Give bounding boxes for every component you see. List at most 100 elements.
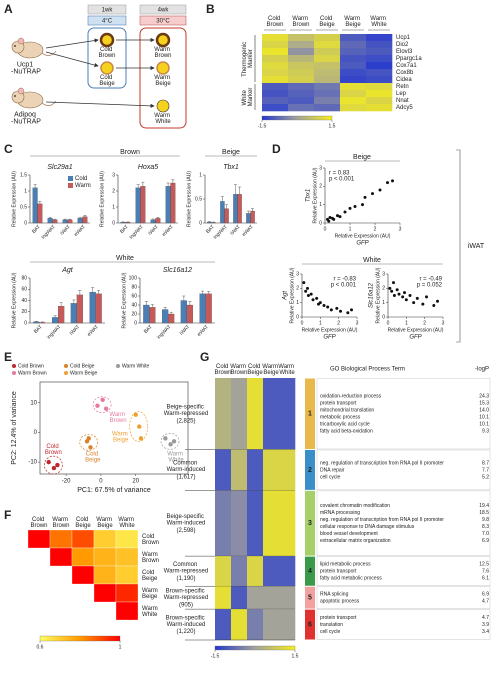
y-tick-label: 0.5 xyxy=(195,196,202,202)
bar xyxy=(82,216,88,224)
bar xyxy=(33,321,40,324)
heatmap-cell xyxy=(263,586,280,610)
heatmap-cell xyxy=(314,48,341,56)
bar xyxy=(162,309,169,324)
heatmap-cell xyxy=(27,529,51,549)
heatmap-cell xyxy=(247,556,264,587)
y-tick-label: 2 xyxy=(296,286,299,292)
cluster-color xyxy=(305,449,315,490)
cluster-count: (2,598) xyxy=(176,528,195,534)
y-axis-label: Relative Expression (AU) xyxy=(375,267,381,323)
point xyxy=(338,215,342,219)
text-line: Cold xyxy=(86,451,100,457)
heatmap-cell xyxy=(262,41,289,49)
text-line: Warm xyxy=(344,16,361,22)
mouse-eye xyxy=(14,95,16,97)
mouse-tail xyxy=(41,100,57,106)
point xyxy=(55,462,60,468)
statistic: p < 0.001 xyxy=(331,283,357,289)
go-term: oxidation-reduction process xyxy=(320,394,382,400)
text-line: Brown xyxy=(45,450,62,456)
table-header: GO Biological Process Term xyxy=(330,367,405,373)
heatmap-cell xyxy=(279,490,296,557)
legend-label: Warm Beige xyxy=(70,370,98,376)
x-axis-gene: GFP xyxy=(409,335,421,341)
heatmap-cell xyxy=(314,34,341,42)
gene-label: Elovl3 xyxy=(396,49,413,55)
bar xyxy=(143,304,150,324)
section-title: White xyxy=(116,255,134,262)
legend-swatch xyxy=(68,183,73,188)
logp-value: 18.5 xyxy=(479,510,489,516)
go-term: cell cycle xyxy=(320,629,341,635)
statistic: p = 0.052 xyxy=(417,283,443,289)
text-line: Cold xyxy=(142,534,156,540)
x-tick-label: iWAT xyxy=(229,224,241,236)
bar xyxy=(58,306,65,324)
heatmap-cell xyxy=(215,556,232,587)
heatmap-cell xyxy=(263,556,280,587)
y-tick-label: 20 xyxy=(131,311,137,317)
text-line: Warm xyxy=(118,517,135,523)
cluster-outline xyxy=(79,433,99,451)
logp-value: 7.0 xyxy=(482,531,489,537)
text-line: Warm-repressed xyxy=(164,568,208,574)
point xyxy=(322,304,326,308)
cluster-label: Common Warm-repressed xyxy=(164,562,208,575)
x-tick-label: ingWAT xyxy=(40,224,56,240)
cluster-color xyxy=(305,556,315,586)
heatmap-cell xyxy=(340,76,367,84)
heatmap-cell xyxy=(263,609,280,640)
x-tick-label: BAT xyxy=(119,224,130,235)
heatmap-cell xyxy=(262,48,289,56)
gene-label: Cox8b xyxy=(396,70,414,76)
heatmap-cell xyxy=(49,547,73,567)
y-tick-label: 0 xyxy=(112,220,115,226)
cluster-count: (1,220) xyxy=(176,629,195,635)
cluster-label: Cold Beige xyxy=(85,451,101,463)
heatmap-cell xyxy=(279,556,296,587)
heatmap-cell xyxy=(366,83,393,91)
cluster-label: Beige-specific Warm-induced xyxy=(166,514,205,527)
y-tick-label: 1 xyxy=(296,300,299,306)
heatmap-cell xyxy=(366,48,393,56)
heatmap-cell xyxy=(340,62,367,70)
text-line: Cold xyxy=(142,570,156,576)
heatmap-cell xyxy=(314,55,341,63)
arrow xyxy=(45,38,99,49)
go-term: fatty acid metabolic process xyxy=(320,576,382,582)
column-header: Warm Brown xyxy=(292,16,309,28)
x-tick-label: 20 xyxy=(132,479,139,485)
text-line: -NuTRAP xyxy=(11,118,41,125)
column-header: Cold Brown xyxy=(30,517,47,529)
text-line: Warm-repressed xyxy=(164,595,208,601)
table-header: -logP xyxy=(475,367,489,373)
heatmap-cell xyxy=(340,90,367,98)
heatmap-cell xyxy=(314,76,341,84)
mouse-ear xyxy=(17,37,25,45)
y-tick-label: 2 xyxy=(382,286,385,292)
legend-marker xyxy=(64,371,68,375)
x-tick-label: -20 xyxy=(62,479,71,485)
text-line: White xyxy=(119,523,135,529)
point xyxy=(95,403,100,408)
go-term: DNA repair xyxy=(320,467,345,473)
heatmap-cell xyxy=(366,55,393,63)
text-line: Brown xyxy=(110,417,127,423)
heatmap-cell xyxy=(314,62,341,70)
heatmap-cell xyxy=(340,55,367,63)
heatmap-cell xyxy=(288,34,315,42)
y-axis-label: Relative Expression (AU) xyxy=(11,272,17,328)
text-line: Warm xyxy=(142,552,159,558)
heatmap-cell xyxy=(366,97,393,105)
text-line: Brown-specific xyxy=(166,588,207,594)
text-line: Cold xyxy=(100,47,114,53)
bar xyxy=(186,304,193,324)
text-line: Beige xyxy=(319,22,335,28)
cluster-count: (2,825) xyxy=(176,418,195,424)
point xyxy=(348,206,352,210)
bar xyxy=(150,219,156,224)
text-line: Warm xyxy=(142,606,159,612)
text-line: Common xyxy=(173,562,199,568)
